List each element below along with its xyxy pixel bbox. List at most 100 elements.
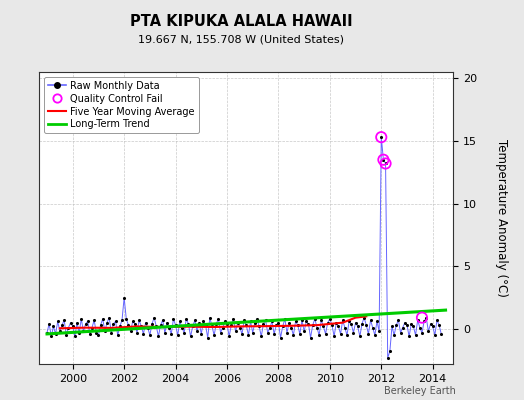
Point bbox=[379, 156, 388, 163]
Point bbox=[309, 322, 317, 328]
Point bbox=[94, 332, 103, 338]
Point bbox=[401, 320, 409, 326]
Point bbox=[225, 333, 233, 340]
Point bbox=[67, 320, 75, 326]
Point bbox=[259, 321, 268, 327]
Point bbox=[197, 331, 205, 337]
Point bbox=[69, 323, 77, 330]
Point bbox=[298, 317, 306, 323]
Point bbox=[71, 333, 79, 340]
Point bbox=[137, 323, 146, 330]
Point bbox=[289, 332, 298, 338]
Point bbox=[392, 322, 400, 328]
Point bbox=[182, 316, 191, 322]
Point bbox=[43, 330, 51, 336]
Point bbox=[379, 156, 388, 163]
Point bbox=[124, 322, 133, 328]
Point bbox=[398, 324, 407, 331]
Point bbox=[354, 323, 362, 330]
Point bbox=[187, 333, 195, 340]
Point bbox=[358, 321, 366, 327]
Point bbox=[90, 317, 99, 323]
Point bbox=[261, 317, 270, 323]
Point bbox=[60, 317, 68, 323]
Point bbox=[377, 134, 386, 140]
Point bbox=[122, 316, 130, 322]
Point bbox=[276, 334, 285, 341]
Point bbox=[58, 322, 66, 328]
Point bbox=[347, 321, 355, 327]
Point bbox=[221, 318, 229, 324]
Point bbox=[56, 328, 64, 335]
Point bbox=[184, 321, 193, 327]
Point bbox=[437, 331, 445, 337]
Point bbox=[199, 318, 208, 324]
Point bbox=[203, 334, 212, 341]
Point bbox=[130, 321, 139, 327]
Point bbox=[154, 333, 162, 340]
Point bbox=[366, 317, 375, 323]
Point bbox=[321, 331, 330, 337]
Point bbox=[291, 318, 300, 324]
Point bbox=[396, 330, 405, 336]
Point bbox=[368, 324, 377, 331]
Point bbox=[248, 330, 257, 336]
Point bbox=[105, 314, 113, 321]
Point bbox=[116, 323, 124, 330]
Point bbox=[407, 321, 416, 327]
Point bbox=[152, 323, 160, 330]
Point bbox=[167, 331, 176, 337]
Point bbox=[103, 320, 111, 326]
Point bbox=[325, 316, 334, 322]
Point bbox=[144, 324, 152, 331]
Point bbox=[238, 331, 246, 337]
Point bbox=[424, 328, 433, 335]
Point bbox=[73, 320, 81, 326]
Point bbox=[264, 330, 272, 336]
Point bbox=[139, 331, 148, 337]
Point bbox=[109, 321, 117, 327]
Point bbox=[242, 322, 250, 328]
Point bbox=[274, 320, 282, 326]
Point bbox=[356, 333, 364, 340]
Point bbox=[285, 320, 293, 326]
Text: Berkeley Earth: Berkeley Earth bbox=[384, 386, 456, 396]
Point bbox=[373, 318, 381, 324]
Point bbox=[171, 322, 180, 328]
Point bbox=[405, 333, 413, 340]
Point bbox=[377, 134, 386, 140]
Point bbox=[334, 323, 343, 330]
Point bbox=[112, 318, 120, 324]
Point bbox=[86, 331, 94, 337]
Point bbox=[246, 318, 255, 324]
Point bbox=[214, 316, 223, 322]
Point bbox=[92, 330, 101, 336]
Point bbox=[118, 317, 126, 323]
Text: PTA KIPUKA ALALA HAWAII: PTA KIPUKA ALALA HAWAII bbox=[130, 14, 352, 29]
Point bbox=[418, 314, 426, 321]
Point bbox=[120, 294, 128, 301]
Point bbox=[293, 322, 302, 328]
Point bbox=[281, 316, 289, 322]
Point bbox=[429, 323, 437, 330]
Point bbox=[420, 318, 428, 324]
Point bbox=[114, 332, 122, 338]
Point bbox=[88, 324, 96, 331]
Point bbox=[403, 322, 411, 328]
Point bbox=[257, 333, 266, 340]
Point bbox=[45, 321, 53, 327]
Point bbox=[148, 321, 156, 327]
Point bbox=[146, 332, 154, 338]
Point bbox=[173, 332, 182, 338]
Point bbox=[311, 316, 319, 322]
Point bbox=[375, 328, 384, 335]
Point bbox=[300, 328, 308, 335]
Point bbox=[253, 316, 261, 322]
Point bbox=[240, 317, 248, 323]
Point bbox=[433, 317, 441, 323]
Point bbox=[352, 320, 360, 326]
Point bbox=[135, 317, 144, 323]
Text: 19.667 N, 155.708 W (United States): 19.667 N, 155.708 W (United States) bbox=[138, 34, 344, 44]
Point bbox=[64, 324, 73, 331]
Point bbox=[345, 318, 353, 324]
